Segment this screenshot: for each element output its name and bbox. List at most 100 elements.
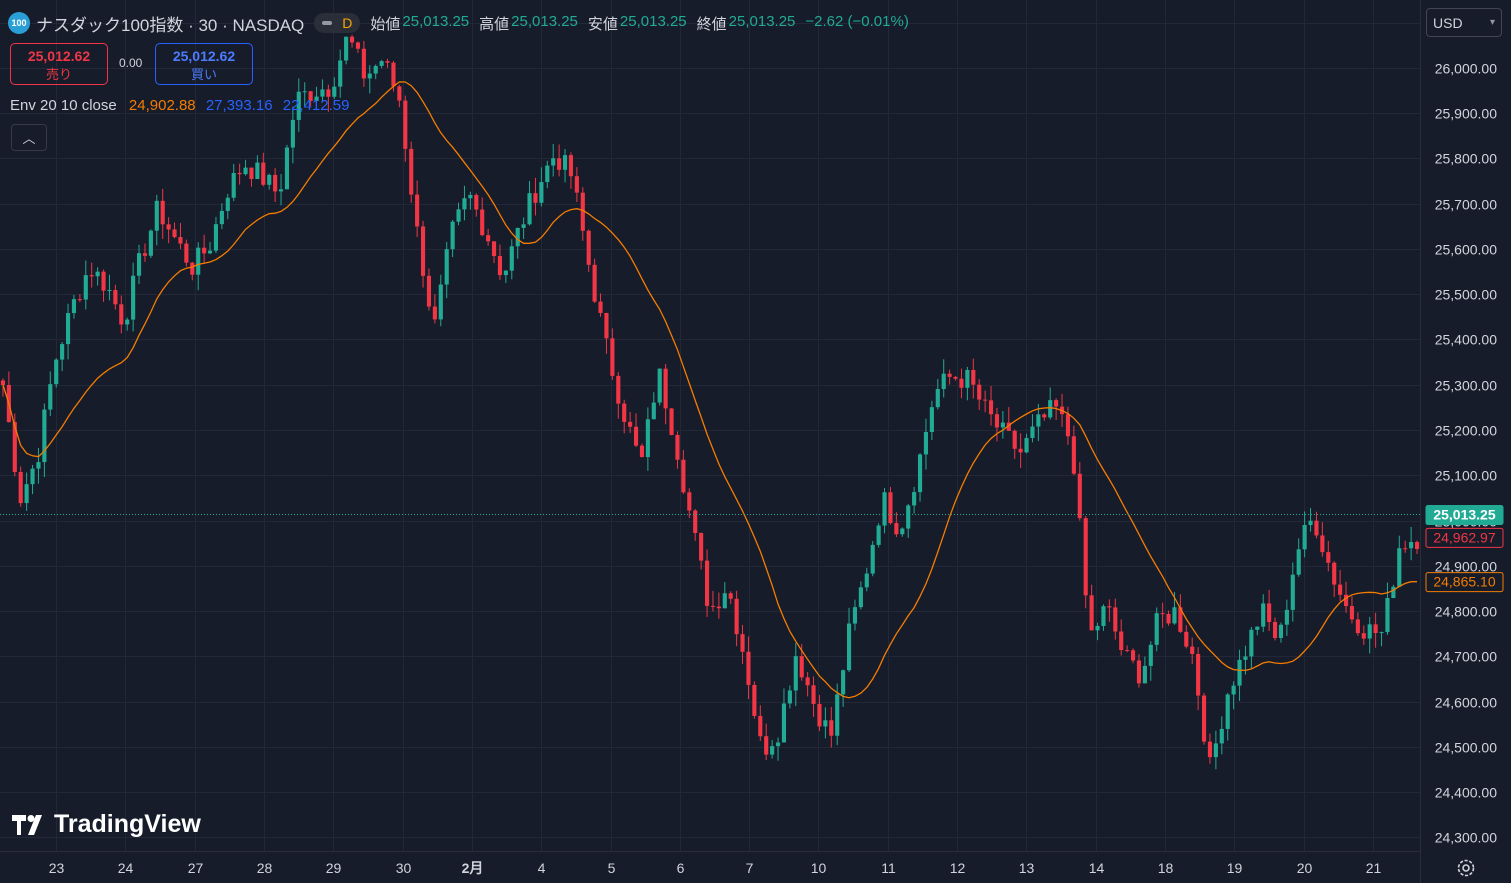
candle-body (296, 91, 301, 120)
candle-body (497, 255, 503, 276)
candle-body (562, 155, 568, 170)
candle-body (870, 544, 875, 574)
price-tick-label: 25,300.00 (1435, 378, 1497, 394)
settings-gear-icon[interactable] (1455, 857, 1477, 879)
candle-body (799, 656, 804, 678)
time-tick-label: 18 (1158, 860, 1174, 876)
candle-body (663, 368, 668, 409)
candle-body (136, 253, 142, 276)
candle-body (852, 607, 858, 624)
candle-body (148, 230, 153, 256)
price-tags: 25,013.25 24,962.97 24,865.10 (1425, 505, 1504, 593)
candle-body (1077, 473, 1082, 519)
candle-body (1148, 644, 1153, 666)
low-label: 安値 (587, 15, 618, 33)
time-tick-label: 27 (188, 860, 204, 876)
candle-body (231, 172, 236, 198)
time-tick-label: 21 (1366, 860, 1382, 876)
candle-body (166, 224, 171, 230)
candle-body (657, 368, 662, 403)
candle-body (817, 703, 822, 727)
candle-body (947, 373, 952, 377)
buy-price: 25,012.62 (172, 48, 236, 64)
market-status-pill[interactable]: D (314, 13, 361, 33)
collapse-legend-button[interactable]: ︿ (11, 124, 47, 151)
price-tick-label: 25,900.00 (1435, 106, 1497, 122)
candle-body (397, 86, 402, 101)
candle-body (65, 313, 71, 345)
symbol-logo-icon[interactable]: 100 (8, 12, 30, 34)
candle-body (243, 167, 248, 175)
candle-body (1338, 584, 1343, 595)
candle-body (349, 36, 355, 43)
candle-body (1095, 625, 1100, 631)
candle-body (882, 492, 887, 526)
candle-body (1314, 520, 1319, 536)
candle-body (829, 720, 834, 736)
candle-body (18, 471, 23, 504)
candle-body (54, 359, 59, 385)
candle-body (290, 119, 295, 148)
open-value: 25,013.25 (402, 12, 470, 30)
candle-body (740, 634, 745, 652)
candle-body (557, 158, 562, 170)
candle-body (1219, 728, 1224, 744)
candle-body (1107, 606, 1112, 608)
buy-button[interactable]: 25,012.62 買い (155, 43, 253, 85)
currency-select[interactable]: USD ▾ (1426, 8, 1502, 37)
candle-body (474, 194, 479, 210)
candle-body (876, 525, 881, 545)
candle-body (710, 605, 716, 607)
symbol-title[interactable]: ナスダック100指数 · 30 · NASDAQ (36, 15, 305, 35)
candle-body (24, 484, 29, 504)
sell-button[interactable]: 25,012.62 売り (10, 43, 108, 85)
candle-body (1326, 552, 1331, 563)
candle-body (988, 400, 994, 415)
candle-body (704, 560, 710, 606)
candle-body (1296, 549, 1301, 575)
candle-body (521, 224, 526, 228)
tradingview-logo[interactable]: TradingView (12, 810, 201, 839)
candle-body (527, 193, 532, 225)
candle-body (633, 426, 639, 446)
time-tick-label: 23 (49, 860, 65, 876)
candle-body (1409, 542, 1414, 549)
candle-body (196, 247, 201, 275)
currency-label: USD (1433, 14, 1463, 31)
candle-body (1006, 422, 1011, 431)
price-tag-label: 25,013.25 (1433, 507, 1495, 523)
candle-body (793, 656, 798, 691)
candle-body (503, 270, 508, 276)
candle-body (320, 89, 325, 97)
candle-body (225, 197, 230, 211)
time-tick-label: 4 (538, 860, 546, 876)
candle-body (669, 408, 674, 435)
candle-body (858, 587, 863, 608)
candle-body (841, 670, 846, 695)
candle-body (131, 275, 136, 320)
candle-body (770, 746, 775, 755)
candle-body (1018, 448, 1023, 453)
candle-body (722, 593, 727, 609)
candle-body (468, 194, 473, 199)
indicator-legend[interactable]: Env 20 10 close 24,902.88 27,393.16 22,4… (10, 97, 355, 114)
candle-body (213, 224, 219, 251)
candle-body (1367, 624, 1372, 639)
time-tick-label: 20 (1297, 860, 1313, 876)
candle-body (734, 598, 739, 635)
candle-body (1054, 400, 1059, 407)
candle-body (1343, 594, 1349, 607)
price-tick-label: 25,200.00 (1435, 423, 1497, 439)
candle-body (438, 284, 443, 320)
close-value: 25,013.25 (728, 12, 796, 30)
open-label: 始値 (370, 15, 401, 33)
candle-body (1190, 646, 1195, 654)
indicator-basis: 24,902.88 (128, 97, 196, 114)
candle-body (403, 100, 408, 149)
candle-body (1361, 633, 1366, 639)
candle-body (1308, 520, 1313, 526)
candle-body (639, 445, 645, 458)
candle-body (491, 241, 497, 256)
candle-body (1278, 624, 1284, 638)
